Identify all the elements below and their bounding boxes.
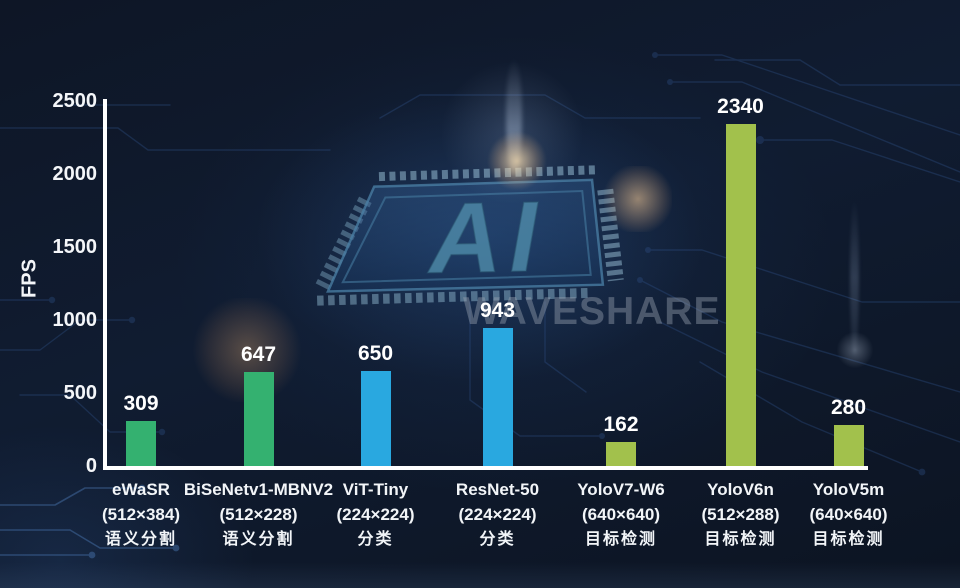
y-tick-label: 1000 xyxy=(52,309,98,331)
category-model-name: YoloV6n xyxy=(707,480,774,499)
bar xyxy=(360,371,391,466)
category-task: 目标检测 xyxy=(812,531,885,548)
category-label: YoloV7-W6 (640×640) 目标检测 xyxy=(499,477,743,552)
bar xyxy=(833,425,864,466)
bar xyxy=(606,442,636,466)
chip-right-pins xyxy=(597,188,624,282)
category-model-name: ResNet-50 xyxy=(455,480,540,499)
y-axis-line xyxy=(103,99,107,469)
category-resolution: (512×384) xyxy=(102,505,180,524)
y-tick-label: 0 xyxy=(85,455,97,477)
bar-value-label: 280 xyxy=(830,396,867,420)
y-tick-label: 2500 xyxy=(52,90,98,112)
bar xyxy=(482,328,513,466)
x-axis-line xyxy=(103,466,868,470)
y-tick-label: 500 xyxy=(63,382,97,404)
category-model-name: BiSeNetv1-MBNV2 xyxy=(183,480,334,499)
ai-chip-graphic: AI xyxy=(314,165,624,306)
category-model-name: YoloV5m xyxy=(812,480,885,499)
waveshare-watermark: WAVESHARE xyxy=(463,290,721,333)
bar xyxy=(126,420,156,466)
category-task: 目标检测 xyxy=(704,531,777,548)
chip-inner-frame xyxy=(341,190,592,284)
bar-value-label: 943 xyxy=(479,299,516,323)
category-label: YoloV5m (640×640) 目标检测 xyxy=(727,477,960,552)
category-model-name: YoloV7-W6 xyxy=(577,480,665,499)
category-resolution: (224×224) xyxy=(336,505,415,524)
chip-left-pins xyxy=(314,196,372,292)
category-label: YoloV6n (512×288) 目标检测 xyxy=(619,477,863,552)
category-model-name: eWaSR xyxy=(112,480,170,499)
circuit-traces-bright xyxy=(0,484,180,559)
ai-chip-label: AI xyxy=(425,181,546,295)
category-label: BiSeNetv1-MBNV2 (512×228) 语义分割 xyxy=(137,477,381,552)
bar-value-label: 309 xyxy=(123,391,159,415)
category-resolution: (512×228) xyxy=(219,505,298,524)
category-model-name: ViT-Tiny xyxy=(342,480,409,499)
category-task: 语义分割 xyxy=(222,531,295,548)
category-task: 分类 xyxy=(479,531,516,548)
category-resolution: (512×288) xyxy=(701,505,780,524)
y-tick-label: 1500 xyxy=(52,236,98,258)
category-task: 语义分割 xyxy=(104,531,177,548)
category-resolution: (640×640) xyxy=(582,505,660,524)
chip-bottom-pins xyxy=(316,287,590,306)
category-resolution: (640×640) xyxy=(809,505,888,524)
bar-value-label: 650 xyxy=(357,342,394,366)
category-task: 分类 xyxy=(357,531,394,548)
bar-value-label: 647 xyxy=(240,342,277,366)
category-label: ResNet-50 (224×224) 分类 xyxy=(376,477,620,552)
bar xyxy=(243,371,274,466)
category-label: eWaSR (512×384) 语义分割 xyxy=(19,477,263,552)
bar-value-label: 162 xyxy=(603,413,639,437)
bar-value-label: 2340 xyxy=(717,95,764,119)
bar xyxy=(725,124,756,466)
category-label: ViT-Tiny (224×224) 分类 xyxy=(254,477,498,552)
category-task: 目标检测 xyxy=(584,531,657,548)
y-tick-label: 2000 xyxy=(52,163,98,185)
category-resolution: (224×224) xyxy=(458,505,537,524)
